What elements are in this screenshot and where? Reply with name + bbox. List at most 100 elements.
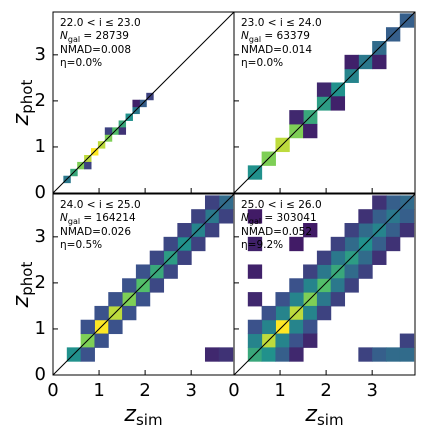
range-label: 25.0 < i ≤ 26.0 [241,199,322,211]
y-tick-label: 0 [35,182,46,203]
density-cell [275,347,290,362]
density-cell [303,264,318,279]
eta-label: η=0.0% [60,57,102,69]
density-cell [372,347,387,362]
density-cell [218,209,234,224]
density-cell [275,333,290,348]
density-cell [344,223,359,238]
density-cell [218,347,234,362]
density-cell [149,250,165,265]
density-cell [177,223,192,238]
density-cell [385,347,401,362]
density-cell [94,333,109,348]
density-cell [261,305,276,321]
range-label: 22.0 < i ≤ 23.0 [60,17,141,29]
panel-frame [233,193,416,376]
eta-label: η=9.2% [241,239,283,251]
density-cell [163,236,178,252]
density-cell [358,264,373,279]
x-tick-label: 3 [185,380,196,401]
density-cell [358,209,373,224]
density-cell [118,127,127,135]
y-tick-label: 1 [35,318,46,339]
one-to-one-line [53,12,234,193]
nmad-label: NMAD=0.052 [241,226,312,238]
density-cell [247,292,263,307]
density-cell [399,333,415,348]
density-cell [358,250,373,265]
ngal-sym: N [60,30,68,42]
density-cell [344,236,359,252]
nmad-label: NMAD=0.014 [241,44,312,56]
x-tick-label: 0 [47,380,58,401]
ngal-label: Ngal = 63379 [241,30,310,44]
density-cell [399,347,415,362]
density-cell [344,278,359,293]
density-cell [303,319,318,335]
y-tick-label: 2 [35,90,46,111]
ngal-sym: N [241,30,249,42]
density-cell [385,223,401,238]
density-cell [191,209,206,224]
density-cell [399,209,415,224]
range-label: 24.0 < i ≤ 25.0 [60,199,141,211]
density-cell [399,223,415,238]
y-axis-label: zphot [9,80,36,127]
y-axis-label-sub: phot [18,80,36,114]
ngal-rest: = 303041 [261,212,317,224]
x-tick-label: 1 [93,380,104,401]
ngal-rest: = 63379 [261,30,310,42]
density-cell [80,319,95,335]
density-cell [372,195,387,210]
x-tick-label: 1 [274,380,285,401]
ngal-sym: N [241,212,249,224]
density-cell [385,195,401,210]
density-cell [135,264,151,279]
density-cell [385,236,401,252]
y-axis-label-sub: phot [18,262,36,296]
density-cell [372,250,387,265]
density-cell [104,127,113,135]
ngal-sub: gal [249,217,261,226]
density-cell [289,347,304,362]
x-axis-label: zsim [123,402,162,429]
density-cell [149,278,165,293]
ngal-rest: = 164214 [80,212,136,224]
y-tick-label: 2 [35,272,46,293]
eta-label: η=0.0% [241,57,283,69]
y-axis-label-main: z [9,295,34,308]
density-cell [191,236,206,252]
density-cell [358,223,373,238]
density-cell [372,209,387,224]
density-cell [303,278,318,293]
density-cell [247,333,263,348]
x-axis-label-sub: sim [136,411,163,429]
density-cell [261,319,276,335]
density-cell [261,347,276,362]
density-cell [108,319,123,335]
density-cell [358,347,373,362]
x-tick-label: 0 [228,380,239,401]
density-cell [330,278,346,293]
density-cell [316,292,332,307]
density-cell [132,99,140,108]
density-cell [247,236,263,252]
y-tick-label: 3 [35,226,46,247]
one-to-one-line [234,12,415,193]
y-tick-label: 0 [35,364,46,385]
density-cell [94,305,109,321]
ngal-sub: gal [68,217,80,226]
ngal-sym: N [60,212,68,224]
density-cell [344,54,359,70]
one-to-one-line [53,194,234,375]
one-to-one-line [234,194,415,375]
density-cell [303,333,318,348]
density-cell [204,223,220,238]
density-cell [275,305,290,321]
cells [66,195,234,362]
density-cell [316,305,332,321]
density-cell [80,347,95,362]
